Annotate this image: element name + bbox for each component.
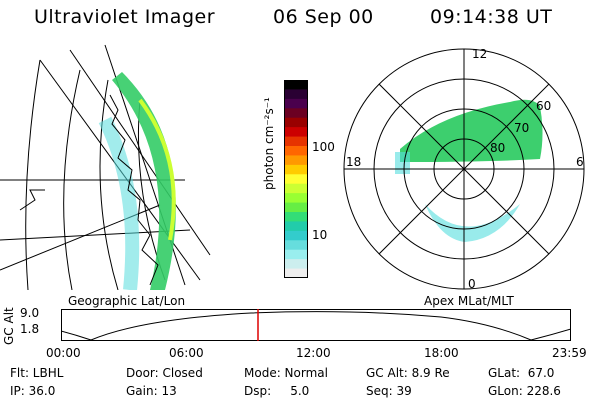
colorbar-swatch xyxy=(284,80,308,90)
colorbar-swatch xyxy=(284,98,308,109)
colorbar-swatch xyxy=(284,127,308,138)
orbit-xtick-2359: 23:59 xyxy=(552,346,587,360)
auroral-band xyxy=(112,72,176,290)
time-label: 09:14:38 UT xyxy=(430,6,553,28)
colorbar-swatch xyxy=(284,249,308,260)
colorbar-swatch xyxy=(284,174,308,185)
coastline xyxy=(109,94,159,286)
polar-plot: 12 18 6 0 60 70 80 xyxy=(343,47,585,291)
coastline xyxy=(19,189,45,211)
colorbar-swatch xyxy=(284,202,308,213)
colorbar-swatch xyxy=(284,155,308,166)
mlt-label-6: 6 xyxy=(576,155,584,169)
auroral-band-bright xyxy=(138,98,176,241)
date-label: 06 Sep 00 xyxy=(273,6,374,28)
info-ip: IP: 36.0 xyxy=(10,384,56,398)
colorbar-swatch xyxy=(284,89,308,100)
meridian-line xyxy=(69,49,211,256)
info-door: Door: Closed xyxy=(126,366,203,380)
emission-dayside xyxy=(400,99,543,162)
mlt-label-0: 0 xyxy=(468,277,476,291)
colorbar-swatch xyxy=(284,221,308,232)
mlt-label-18: 18 xyxy=(346,155,361,169)
info-seq: Seq: 39 xyxy=(366,384,412,398)
colorbar xyxy=(284,80,308,278)
colorbar-swatch xyxy=(284,117,308,128)
orbit-ytick-1-8: 1.8 xyxy=(20,322,40,336)
colorbar-swatch xyxy=(284,240,308,251)
colorbar-swatch xyxy=(284,183,308,194)
info-gc-alt: GC Alt: 8.9 Re xyxy=(366,366,450,380)
info-mode: Mode: Normal xyxy=(244,366,328,380)
lat-line xyxy=(99,79,119,290)
colorbar-swatch xyxy=(284,268,308,278)
info-glon: GLon: 228.6 xyxy=(488,384,561,398)
colorbar-swatch xyxy=(284,259,308,270)
lat-line xyxy=(63,69,81,290)
info-filter: Flt: LBHL xyxy=(10,366,64,380)
colorbar-swatch xyxy=(284,193,308,204)
info-glat: GLat: 67.0 xyxy=(488,366,555,380)
lat-line xyxy=(25,59,41,290)
colorbar-unit-label: photon cm⁻²s⁻¹ xyxy=(262,97,276,190)
diffuse-emission xyxy=(98,116,140,290)
orbit-xtick-0000: 00:00 xyxy=(46,346,81,360)
orbit-xtick-1200: 12:00 xyxy=(296,346,331,360)
meridian-line xyxy=(0,229,191,241)
geographic-map xyxy=(0,44,211,290)
orbit-xtick-1800: 18:00 xyxy=(424,346,459,360)
polar-diagonal xyxy=(378,83,550,255)
colorbar-swatch xyxy=(284,146,308,156)
orbit-ytick-9: 9.0 xyxy=(20,306,40,320)
info-dsp: Dsp: 5.0 xyxy=(244,384,310,398)
orbit-xtick-0600: 06:00 xyxy=(169,346,204,360)
geo-panel-label: Geographic Lat/Lon xyxy=(68,294,186,308)
emission-dusk xyxy=(395,152,410,174)
colorbar-swatch xyxy=(284,230,308,241)
colorbar-tick-100: 100 xyxy=(312,140,335,154)
orbit-axis-label: GC Alt xyxy=(2,307,16,345)
lat-label-60: 60 xyxy=(536,99,551,113)
lat-label-70: 70 xyxy=(514,121,529,135)
emission-nightside xyxy=(425,204,520,242)
polar-panel-label: Apex MLat/MLT xyxy=(424,294,514,308)
colorbar-swatch xyxy=(284,212,308,222)
lat-label-80: 80 xyxy=(490,141,505,155)
colorbar-swatch xyxy=(284,164,308,175)
colorbar-tick-10: 10 xyxy=(312,228,328,242)
orbit-altitude-curve xyxy=(61,311,571,341)
colorbar-swatch xyxy=(284,108,308,119)
instrument-title: Ultraviolet Imager xyxy=(34,6,216,28)
orbit-altitude-plot xyxy=(61,309,571,341)
colorbar-swatch xyxy=(284,136,308,147)
info-gain: Gain: 13 xyxy=(126,384,177,398)
mlt-label-12: 12 xyxy=(472,47,487,61)
